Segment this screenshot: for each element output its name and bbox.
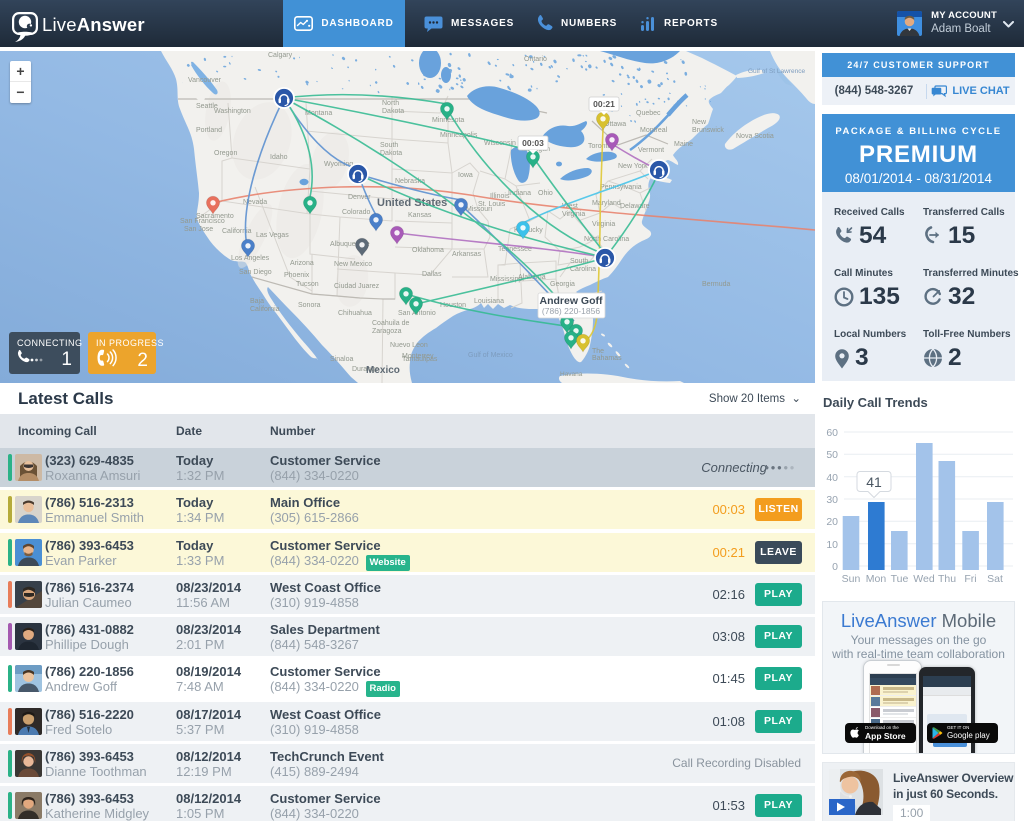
svg-text:40: 40 [826, 472, 838, 484]
svg-text:Arizona: Arizona [290, 260, 314, 267]
svg-text:Kansas: Kansas [408, 212, 432, 219]
svg-text:Havana: Havana [560, 371, 583, 378]
svg-text:Los Angeles: Los Angeles [231, 255, 270, 262]
svg-text:Vancouver: Vancouver [188, 77, 222, 84]
svg-text:Sat: Sat [987, 573, 1003, 585]
svg-text:Thu: Thu [938, 573, 956, 585]
svg-text:Seattle: Seattle [196, 103, 218, 110]
svg-text:Gulf of Mexico: Gulf of Mexico [468, 352, 513, 359]
svg-text:Monterrey: Monterrey [402, 353, 434, 360]
svg-text:Wyoming: Wyoming [324, 161, 353, 168]
svg-text:Ohio: Ohio [538, 190, 553, 197]
svg-text:Nebraska: Nebraska [395, 178, 425, 185]
svg-text:Durango: Durango [352, 366, 379, 373]
svg-text:50: 50 [826, 449, 838, 461]
svg-text:00:03: 00:03 [522, 138, 544, 148]
svg-text:00:21: 00:21 [593, 99, 615, 109]
svg-text:Sonora: Sonora [298, 302, 321, 309]
svg-text:Andrew Goff: Andrew Goff [540, 295, 603, 307]
svg-text:Nova Scotia: Nova Scotia [736, 133, 774, 140]
svg-text:San Jose: San Jose [184, 226, 213, 233]
svg-text:Tue: Tue [891, 573, 909, 585]
svg-text:California: California [222, 228, 252, 235]
svg-text:San Diego: San Diego [239, 269, 272, 276]
svg-text:Bermuda: Bermuda [702, 281, 731, 288]
svg-text:Gulf of St Lawrence: Gulf of St Lawrence [748, 68, 805, 75]
svg-text:Albuquerque: Albuquerque [330, 241, 370, 248]
svg-text:(786) 220-1856: (786) 220-1856 [542, 306, 600, 316]
svg-text:New York: New York [618, 163, 648, 170]
svg-text:20: 20 [826, 516, 838, 528]
svg-text:Iowa: Iowa [458, 172, 473, 179]
svg-text:Minnesota: Minnesota [432, 117, 464, 124]
svg-text:Pennsylvania: Pennsylvania [600, 184, 642, 191]
svg-text:Las Vegas: Las Vegas [256, 232, 289, 239]
svg-text:Nevada: Nevada [243, 199, 267, 206]
svg-text:Indiana: Indiana [508, 190, 531, 197]
svg-text:Idaho: Idaho [270, 154, 288, 161]
svg-text:Sinaloa: Sinaloa [330, 356, 353, 363]
svg-text:Mon: Mon [866, 573, 887, 585]
svg-text:Montreal: Montreal [640, 127, 668, 134]
svg-text:Denver: Denver [348, 194, 371, 201]
svg-text:Washington: Washington [214, 108, 251, 115]
svg-text:10: 10 [826, 539, 838, 551]
svg-text:Georgia: Georgia [550, 281, 575, 288]
svg-text:Virginia: Virginia [592, 221, 615, 228]
svg-text:Tucson: Tucson [296, 281, 319, 288]
svg-text:Minneapolis: Minneapolis [440, 132, 478, 139]
svg-text:Sacramento: Sacramento [196, 213, 234, 220]
svg-text:San Francisco: San Francisco [180, 218, 225, 225]
svg-text:Fri: Fri [964, 573, 976, 585]
svg-text:Missouri: Missouri [466, 206, 493, 213]
svg-text:Vermont: Vermont [638, 147, 664, 154]
svg-text:Phoenix: Phoenix [284, 272, 310, 279]
svg-text:Mississippi: Mississippi [490, 276, 524, 283]
svg-text:Calgary: Calgary [268, 52, 293, 59]
svg-text:0: 0 [832, 561, 838, 573]
svg-text:New Mexico: New Mexico [334, 261, 372, 268]
svg-text:Mexico: Mexico [366, 365, 400, 376]
svg-text:Quebec: Quebec [636, 110, 661, 117]
svg-text:Sun: Sun [842, 573, 861, 585]
svg-text:Chihuahua: Chihuahua [338, 310, 372, 317]
svg-text:Ciudad Juarez: Ciudad Juarez [334, 283, 380, 290]
svg-text:Wed: Wed [913, 573, 935, 585]
svg-text:Arkansas: Arkansas [452, 251, 482, 258]
svg-text:Portland: Portland [196, 127, 222, 134]
svg-text:St. Louis: St. Louis [478, 201, 506, 208]
svg-text:Ottawa: Ottawa [604, 121, 626, 128]
svg-text:United States: United States [377, 197, 447, 209]
svg-text:Montana: Montana [305, 110, 332, 117]
svg-text:Dallas: Dallas [422, 271, 442, 278]
svg-text:Tennessee: Tennessee [498, 246, 532, 253]
svg-text:41: 41 [866, 474, 882, 490]
svg-text:Colorado: Colorado [342, 209, 371, 216]
svg-text:Maine: Maine [674, 141, 693, 148]
svg-text:Delaware: Delaware [620, 203, 650, 210]
svg-text:Oklahoma: Oklahoma [412, 247, 444, 254]
svg-text:Louisiana: Louisiana [474, 298, 504, 305]
svg-text:Nuevo Leon: Nuevo Leon [390, 342, 428, 349]
svg-text:Illinois: Illinois [490, 193, 510, 200]
svg-text:Maryland: Maryland [592, 200, 621, 207]
svg-text:North Carolina: North Carolina [584, 236, 629, 243]
svg-text:Oregon: Oregon [214, 150, 237, 157]
svg-text:30: 30 [826, 494, 838, 506]
svg-text:Ontario: Ontario [524, 56, 547, 63]
svg-text:Tamaulipas: Tamaulipas [402, 356, 438, 363]
svg-text:Toronto: Toronto [588, 143, 611, 150]
svg-text:60: 60 [826, 427, 838, 439]
